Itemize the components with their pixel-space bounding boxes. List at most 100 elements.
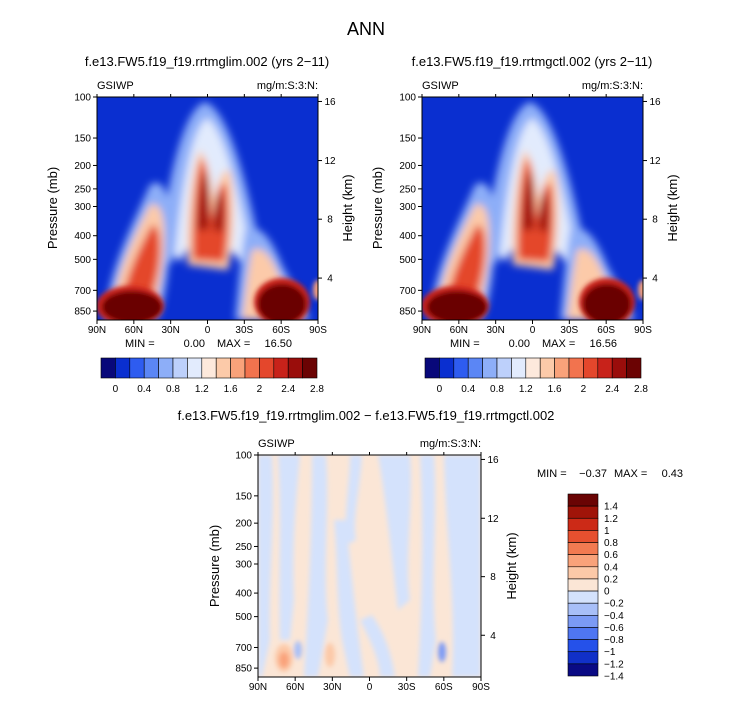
panel-1-colorbar-swatch: [158, 357, 174, 379]
panel-3-neg-band-5: [345, 455, 362, 545]
panel-2-colorbar-label: 1.6: [548, 384, 562, 395]
panel-1-ytick-right-label: 4: [327, 274, 333, 285]
panel-2-colorbar-label: 0: [437, 384, 443, 395]
panel-2-xtick-label: 30N: [486, 325, 504, 336]
panel-2-nh-blob: [427, 291, 487, 320]
panel-2-colorbar-label: 2: [581, 384, 587, 395]
panel-2-colorbar-label: 2.4: [605, 384, 619, 395]
panel-2-colorbar: 0 0.4 0.8 1.2 1.6 2 2.4 2.8: [424, 357, 648, 395]
panel-1-xtick-label: 60N: [125, 325, 143, 336]
panel-2-colorbar-swatch: [467, 357, 483, 379]
panel-1-field: [97, 97, 318, 320]
panel-1-colorbar-swatch: [287, 357, 303, 379]
panel-3-colorbar-label: −0.4: [604, 611, 624, 622]
panel-1-ytick-label: 100: [74, 93, 91, 104]
panel-2-colorbar-label: 0.4: [461, 384, 475, 395]
panel-3-neg-band-6: [378, 455, 411, 610]
panel-2-ytick-label: 850: [399, 307, 416, 318]
panel-3-title: f.e13.FW5.f19_f19.rrtmglim.002 − f.e13.F…: [178, 408, 555, 423]
panel-3-colorbar-label: 0.8: [604, 538, 618, 549]
panel-3-ytick-right-label: 4: [490, 631, 496, 642]
panel-1-title: f.e13.FW5.f19_f19.rrtmglim.002 (yrs 2−11…: [85, 54, 329, 69]
panel-1-colorbar-swatch: [187, 357, 203, 379]
panel-1-colorbar-label: 2.8: [310, 384, 324, 395]
panel-3-colorbar-swatch: [567, 505, 599, 519]
panel-1-colorbar-swatch: [201, 357, 217, 379]
panel-2-ytick-label: 150: [399, 134, 416, 145]
panel-1-ytick-label: 400: [74, 231, 91, 242]
panel-2-ytick-right-label: 16: [649, 97, 661, 108]
panel-1-colorbar-label: 0: [113, 384, 119, 395]
panel-2-polar-spot: [638, 280, 643, 300]
panel-1-ytick-right-label: 16: [324, 97, 336, 108]
panel-3-ytick-right-label: 12: [487, 514, 499, 525]
panel-1-ytick-label: 200: [74, 161, 91, 172]
panel-3-neg-band-4: [334, 520, 364, 677]
panel-2-xtick-label: 90N: [413, 325, 431, 336]
panel-3-xtick-label: 60S: [435, 682, 453, 693]
panel-1-xtick-label: 30N: [161, 325, 179, 336]
panel-3-ytick-label: 150: [235, 491, 252, 502]
panel-1-sh-blob: [258, 284, 306, 320]
panel-3-colorbar-label: 1.4: [604, 502, 618, 513]
panel-2-colorbar-swatch: [554, 357, 570, 379]
panel-2-xtick-label: 90S: [634, 325, 652, 336]
panel-1-trop-peak2: [214, 190, 224, 232]
panel-1-colorbar-label: 1.2: [195, 384, 209, 395]
panel-2-colorbar-label: 0.8: [490, 384, 504, 395]
panel-3-pos-spot-2: [325, 643, 335, 667]
panel-2-xtick-label: 60N: [450, 325, 468, 336]
panel-3-colorbar-label: −1.4: [604, 672, 624, 683]
panel-3-colorbar-label: −0.8: [604, 635, 624, 646]
panel-1-colorbar: 0 0.4 0.8 1.2 1.6 2 2.4 2.8: [100, 357, 324, 395]
panel-1-ytick-label: 700: [74, 286, 91, 297]
panel-2-xtick-label: 30S: [560, 325, 578, 336]
panel-3-ylabel-right: Height (km): [504, 532, 519, 599]
panel-3-max-label: MAX =: [614, 468, 647, 480]
panel-2-ytick-right-label: 8: [652, 215, 658, 226]
panel-3-neg-band-2: [278, 455, 300, 640]
panel-3-ylabel-left: Pressure (mb): [207, 525, 222, 607]
panel-3-units: mg/m:S:3:N:: [420, 438, 481, 450]
panel-1-colorbar-label: 2: [257, 384, 263, 395]
panel-2-ytick-label: 400: [399, 231, 416, 242]
panel-1-colorbar-swatch: [115, 357, 131, 379]
panel-3-ytick-label: 850: [235, 664, 252, 675]
panel-2-ytick-right-label: 4: [652, 274, 658, 285]
panel-2-units: mg/m:S:3:N:: [582, 80, 643, 92]
panel-2-colorbar-label: 1.2: [519, 384, 533, 395]
panel-3-colorbar-label: −0.2: [604, 599, 624, 610]
panel-2-min-label: MIN =: [450, 338, 480, 350]
panel-3-neg-band-8: [444, 455, 481, 677]
panel-3-colorbar-swatch: [567, 590, 599, 604]
panel-1-xtick-label: 30S: [235, 325, 253, 336]
panel-1-colorbar-swatch: [129, 357, 145, 379]
panel-3-neg-spot: [438, 642, 446, 662]
panel-3: f.e13.FW5.f19_f19.rrtmglim.002 − f.e13.F…: [178, 408, 683, 693]
panel-1-xtick-label: 60S: [272, 325, 290, 336]
panel-3-colorbar-swatch: [567, 530, 599, 543]
panel-3-max-value: 0.43: [662, 468, 683, 480]
panel-3-colorbar-swatch: [567, 615, 599, 628]
panel-3-colorbar-swatch: [567, 651, 599, 665]
panel-2-ylabel-right: Height (km): [665, 174, 680, 241]
panel-2-ylabel-left: Pressure (mb): [370, 167, 385, 249]
panel-2-colorbar-swatch: [453, 357, 469, 379]
panel-1-ytick-label: 150: [74, 134, 91, 145]
panel-2-ytick-label: 300: [399, 202, 416, 213]
panel-3-xtick-label: 90N: [249, 682, 267, 693]
panel-2-colorbar-swatch: [439, 357, 455, 379]
panel-2-colorbar-swatch: [482, 357, 498, 379]
panel-2-colorbar-label: 2.8: [634, 384, 648, 395]
panel-1-colorbar-swatch: [100, 357, 116, 379]
panel-1-colorbar-swatch: [302, 357, 318, 379]
panel-1-colorbar-label: 2.4: [281, 384, 295, 395]
panel-3-colorbar-label: −0.6: [604, 623, 624, 634]
panel-3-colorbar-label: 0.6: [604, 550, 618, 561]
panel-2-ytick-label: 100: [399, 93, 416, 104]
panel-1-trop-peak: [198, 170, 209, 230]
panel-3-ytick-label: 200: [235, 519, 252, 530]
panel-3-ytick-label: 250: [235, 542, 252, 553]
panel-2-field: [422, 97, 643, 320]
